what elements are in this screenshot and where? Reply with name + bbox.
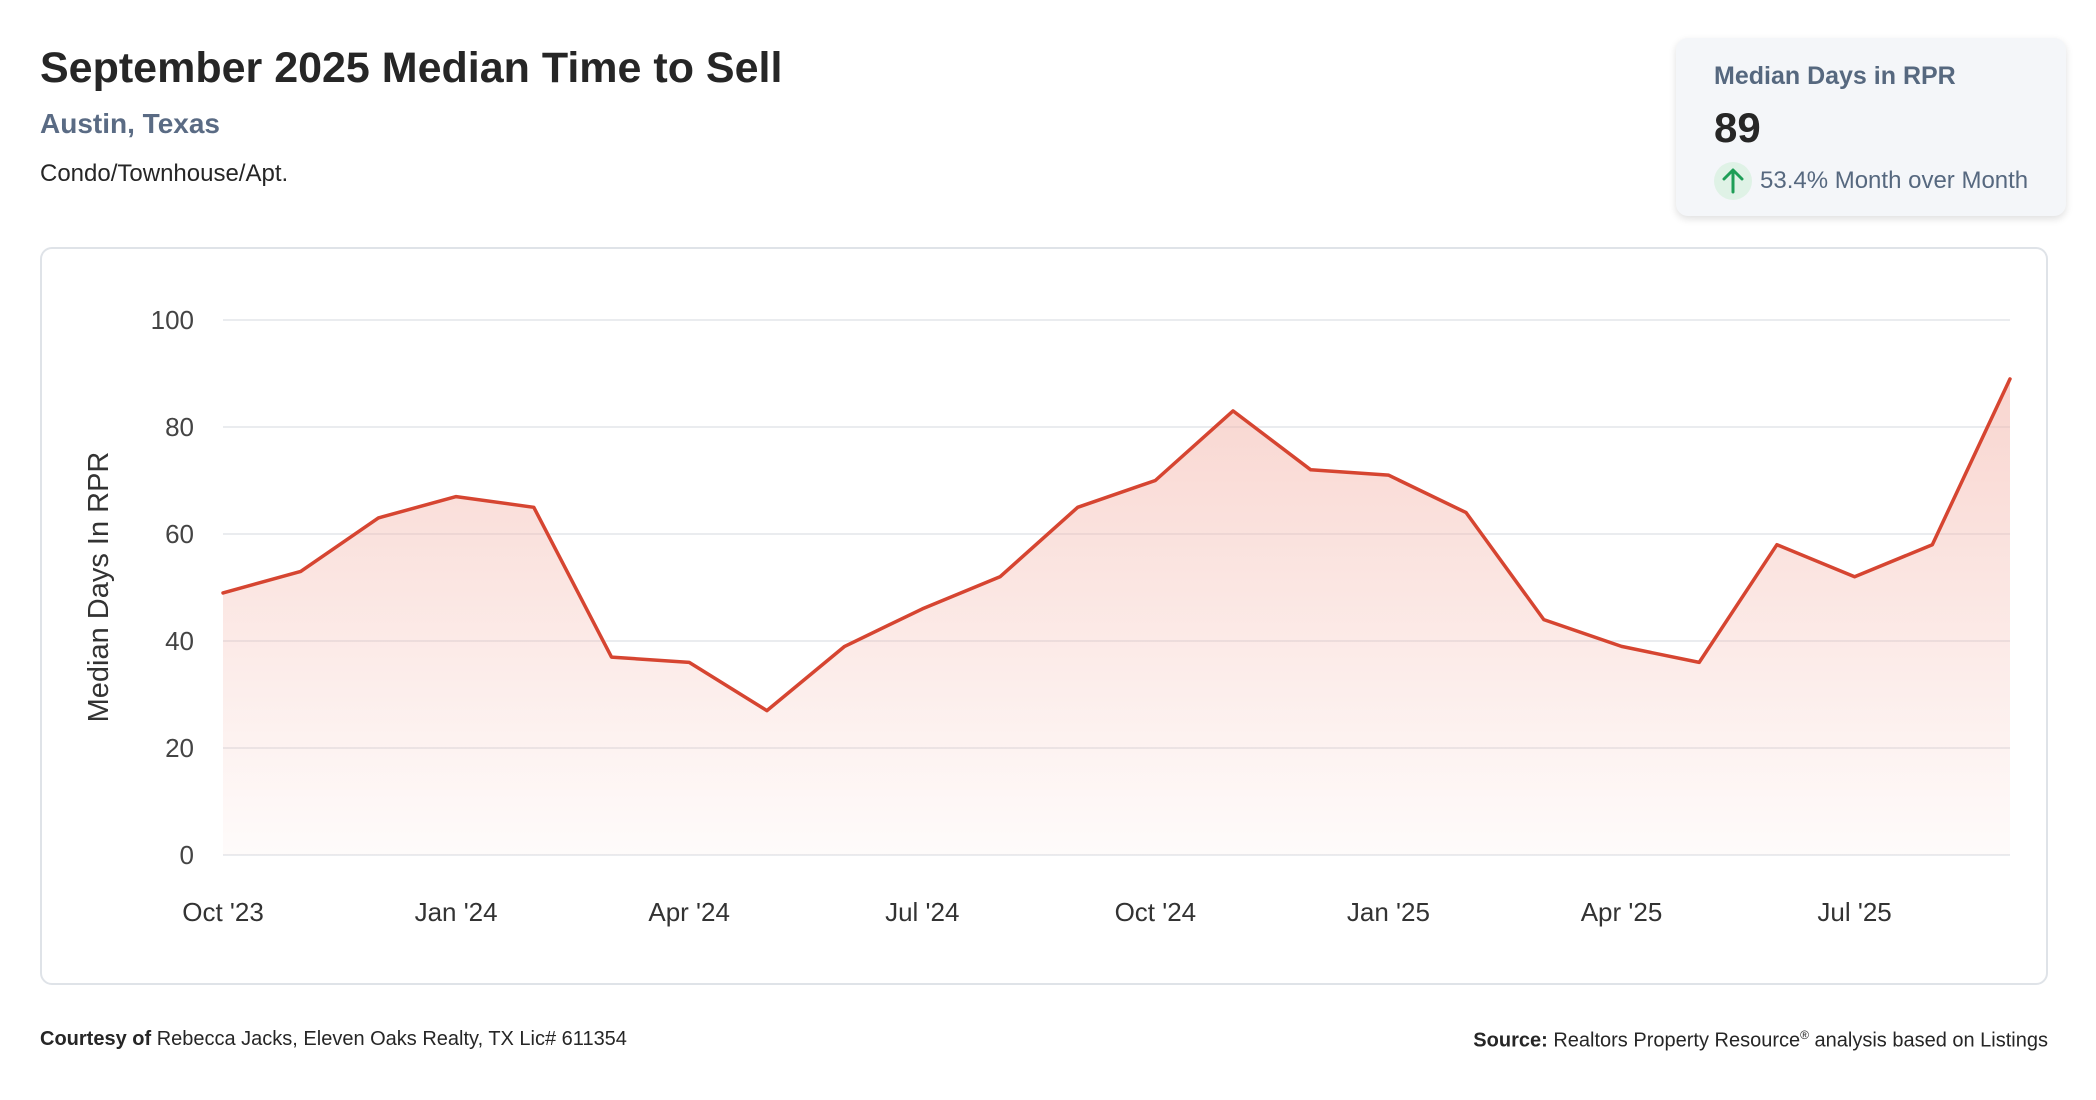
- stat-change: 53.4% Month over Month: [1714, 162, 2028, 200]
- x-tick-label: Oct '24: [1115, 897, 1197, 927]
- courtesy-footer: Courtesy of Rebecca Jacks, Eleven Oaks R…: [40, 1028, 627, 1051]
- stat-change-text: 53.4% Month over Month: [1760, 167, 2029, 194]
- x-tick-label: Apr '24: [648, 897, 730, 927]
- location-subtitle: Austin, Texas: [40, 108, 220, 139]
- registered-mark: ®: [1800, 1028, 1809, 1042]
- y-axis-label: Median Days In RPR: [83, 452, 115, 723]
- series-line: [221, 377, 2012, 713]
- x-tick-label: Jul '25: [1817, 897, 1891, 927]
- x-tick-label: Jan '25: [1347, 897, 1430, 927]
- y-tick-label: 80: [165, 412, 194, 442]
- source-footer: Source: Realtors Property Resource® anal…: [1473, 1028, 2048, 1053]
- y-tick-label: 100: [151, 305, 194, 335]
- source-text: Realtors Property Resource: [1553, 1029, 1801, 1052]
- chart-panel: 0 20 40 60 80 100 Oct '23 Jan '24 Apr '24 Jul '2…: [40, 247, 2048, 985]
- stat-value: 89: [1714, 104, 1761, 151]
- y-tick-label: 60: [165, 519, 194, 549]
- x-tick-label: Jul '24: [885, 897, 959, 927]
- median-days-stat-card: Median Days in RPR 89 53.4% Month over M…: [1676, 38, 2066, 216]
- x-tick-label: Apr '25: [1581, 897, 1663, 927]
- y-tick-label: 20: [165, 733, 194, 763]
- page-title: September 2025 Median Time to Sell: [40, 44, 783, 92]
- x-tick-label: Oct '23: [182, 897, 264, 927]
- source-text-suffix: analysis based on Listings: [1814, 1029, 2048, 1052]
- property-type-label: Condo/Townhouse/Apt.: [40, 160, 289, 187]
- median-days-chart: 0 20 40 60 80 100 Oct '23 Jan '24 Apr '24 Jul '2…: [83, 305, 2012, 927]
- source-label: Source:: [1473, 1029, 1548, 1052]
- arrow-up-icon: [1714, 162, 1752, 200]
- courtesy-label: Courtesy of: [40, 1028, 152, 1050]
- y-tick-label: 40: [165, 626, 194, 656]
- courtesy-text: Rebecca Jacks, Eleven Oaks Realty, TX Li…: [156, 1028, 627, 1050]
- x-tick-label: Jan '24: [415, 897, 498, 927]
- area-fill: [223, 378, 2010, 855]
- stat-label: Median Days in RPR: [1714, 62, 1956, 90]
- y-tick-label: 0: [180, 840, 194, 870]
